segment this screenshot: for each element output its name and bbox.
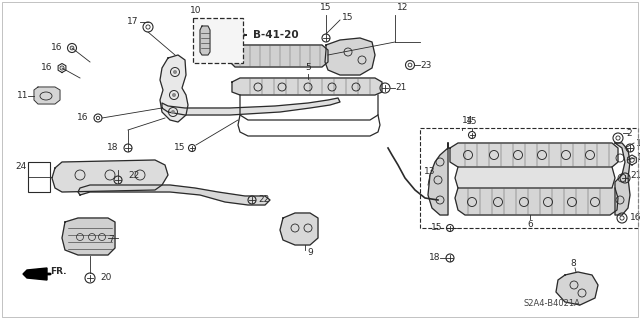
Text: 9: 9 — [307, 248, 313, 257]
Polygon shape — [200, 26, 210, 55]
Polygon shape — [162, 98, 340, 115]
Text: FR.: FR. — [50, 268, 67, 277]
Text: 2: 2 — [626, 129, 632, 137]
Text: 18: 18 — [429, 254, 440, 263]
Text: 15: 15 — [467, 117, 477, 126]
Text: 22: 22 — [258, 196, 269, 204]
Bar — [28, 162, 50, 192]
Polygon shape — [23, 268, 47, 280]
Text: 8: 8 — [570, 259, 576, 268]
Polygon shape — [62, 218, 115, 255]
Text: S2A4-B4021A: S2A4-B4021A — [523, 299, 580, 308]
Text: 5: 5 — [305, 63, 311, 72]
Polygon shape — [160, 55, 188, 122]
Text: 19: 19 — [637, 153, 640, 162]
Text: 21: 21 — [630, 170, 640, 180]
Text: 16: 16 — [51, 43, 62, 53]
Polygon shape — [78, 185, 270, 205]
Text: 21: 21 — [395, 84, 406, 93]
Text: B-41-20: B-41-20 — [253, 30, 299, 40]
Polygon shape — [325, 38, 375, 75]
Text: 20: 20 — [100, 273, 111, 283]
Polygon shape — [232, 78, 382, 95]
Text: 7: 7 — [108, 235, 114, 244]
Text: 16: 16 — [630, 213, 640, 222]
Text: 15: 15 — [320, 3, 332, 12]
Bar — [420, 128, 638, 228]
Text: 12: 12 — [397, 3, 408, 12]
Polygon shape — [280, 213, 318, 245]
Polygon shape — [52, 160, 168, 192]
FancyBboxPatch shape — [193, 18, 243, 63]
Polygon shape — [615, 143, 630, 215]
Text: 15: 15 — [342, 13, 353, 23]
Text: 1: 1 — [636, 138, 640, 147]
Polygon shape — [230, 45, 328, 67]
Text: 22: 22 — [128, 170, 140, 180]
Text: 18: 18 — [106, 144, 118, 152]
Circle shape — [171, 110, 175, 114]
Polygon shape — [450, 143, 618, 167]
Text: 6: 6 — [527, 220, 533, 229]
Circle shape — [172, 93, 176, 97]
Polygon shape — [428, 143, 448, 215]
Text: 15: 15 — [431, 224, 442, 233]
Text: 24: 24 — [16, 162, 27, 171]
Text: 23: 23 — [420, 61, 431, 70]
Polygon shape — [455, 188, 618, 215]
Text: 16: 16 — [40, 63, 52, 72]
Polygon shape — [34, 87, 60, 104]
Text: 16: 16 — [77, 114, 88, 122]
Polygon shape — [455, 167, 615, 188]
Circle shape — [173, 70, 177, 74]
Text: 15: 15 — [173, 144, 185, 152]
Text: 13: 13 — [424, 167, 436, 176]
Text: 10: 10 — [190, 6, 202, 15]
Text: 14: 14 — [462, 116, 474, 125]
Text: 11: 11 — [17, 92, 28, 100]
Text: 17: 17 — [127, 18, 138, 26]
Polygon shape — [556, 272, 598, 305]
